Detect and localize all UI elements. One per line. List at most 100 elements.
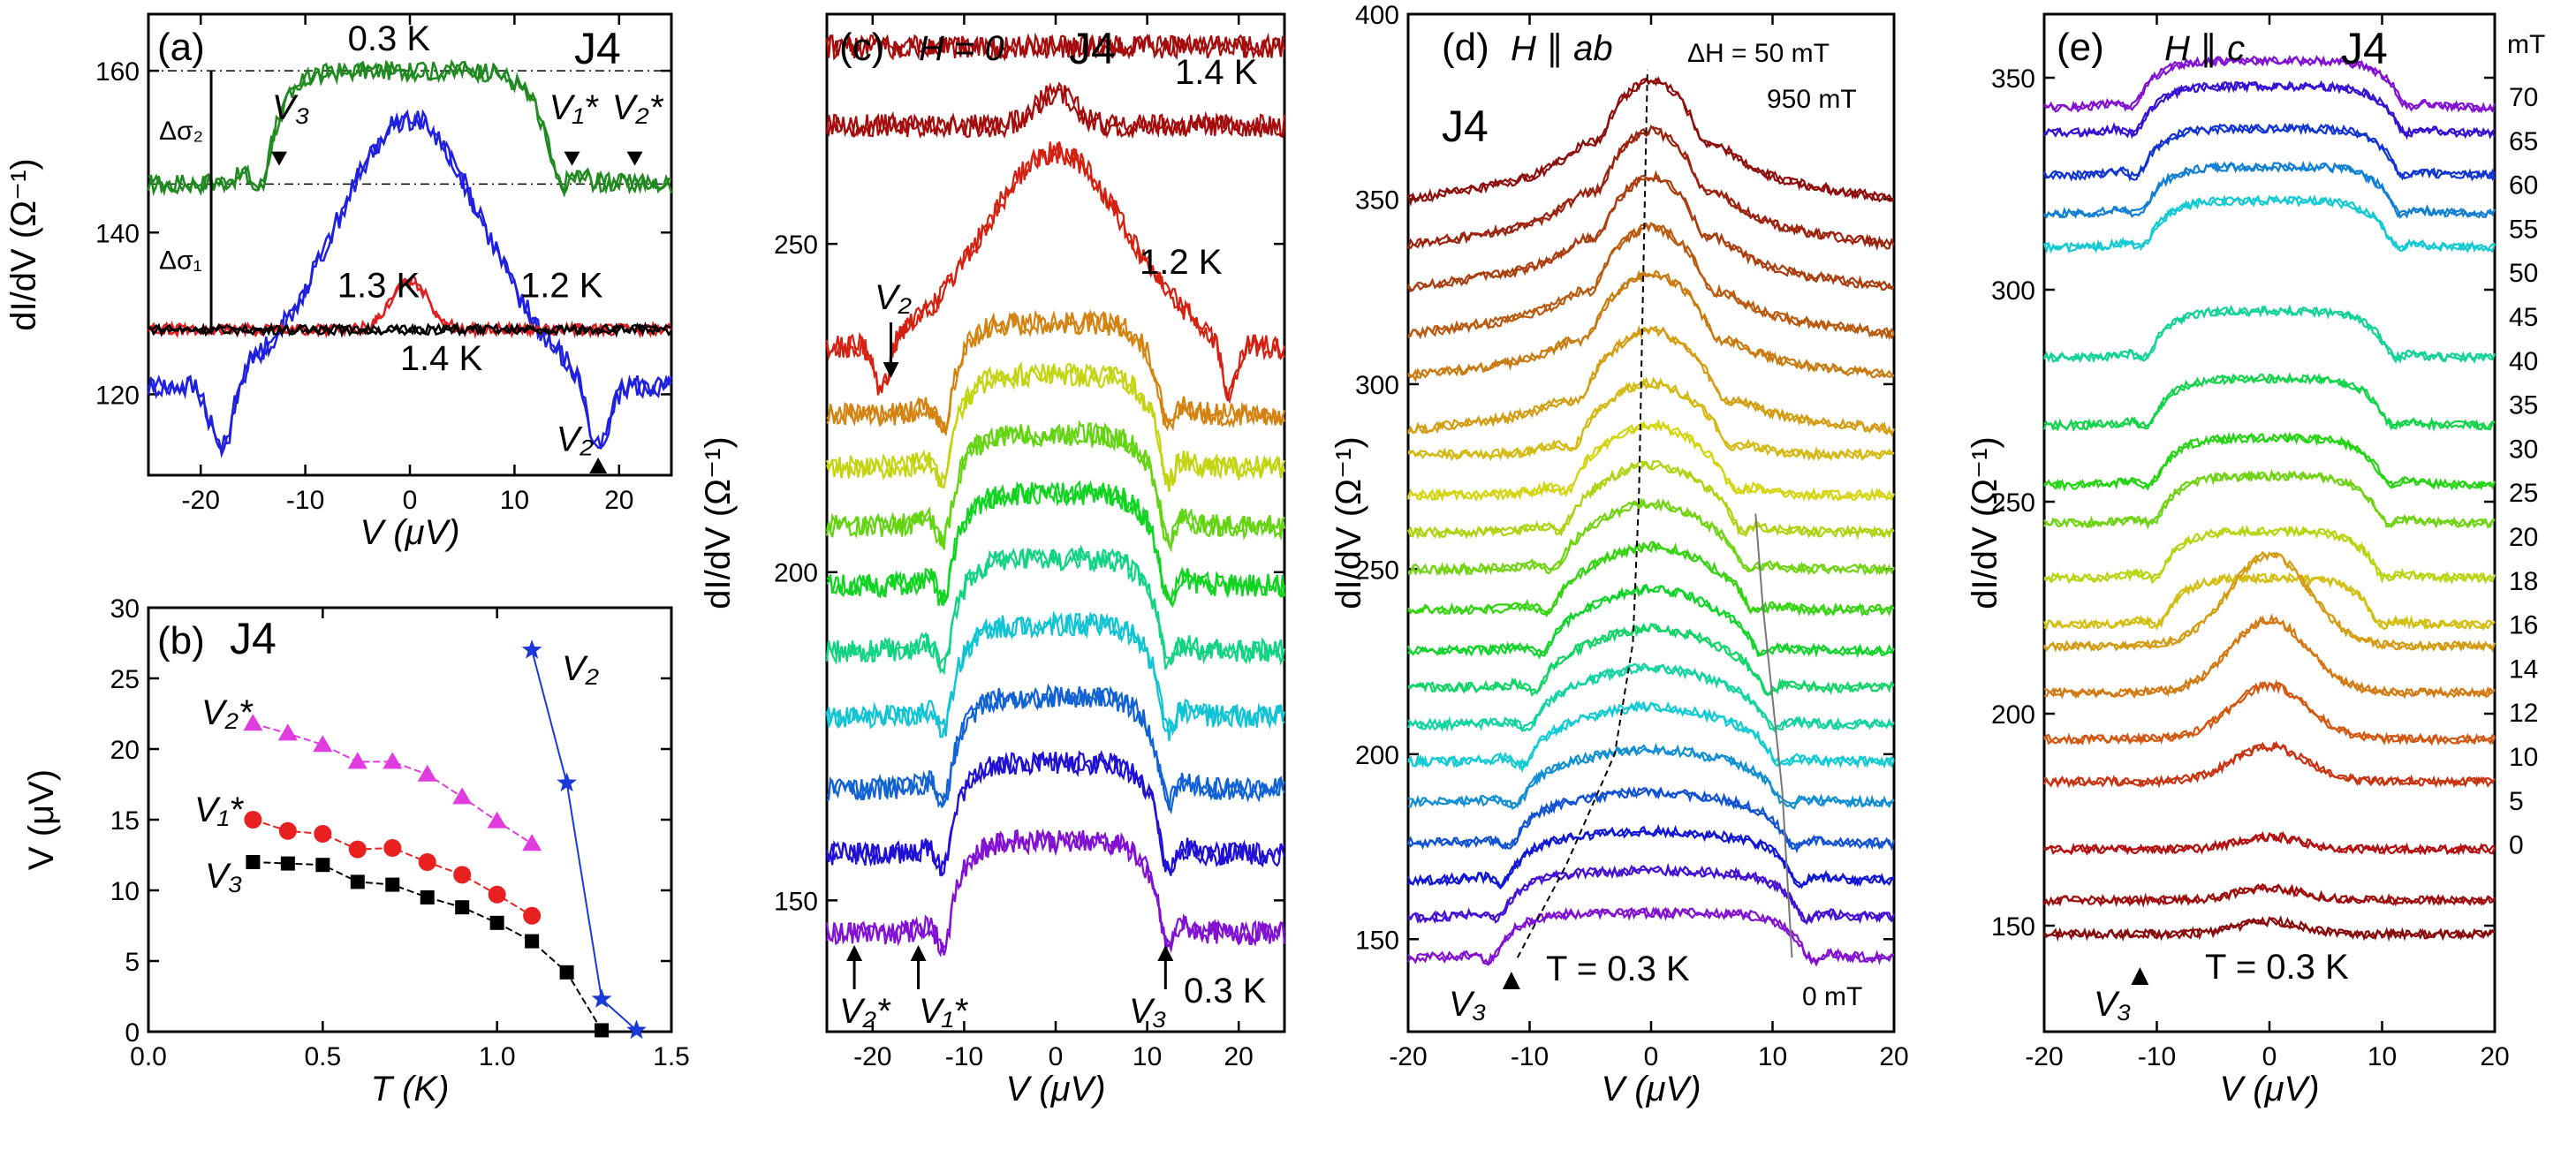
c-v2star-label: V₂* bbox=[839, 992, 891, 1031]
b-xtick-label: 0.0 bbox=[130, 1042, 167, 1071]
a-xtick-label: -10 bbox=[286, 486, 324, 515]
a-marker-down-triangle bbox=[271, 151, 287, 166]
d-spectrum-line bbox=[1407, 497, 1895, 577]
b-ytick-label: 30 bbox=[110, 594, 140, 624]
d-spectrum-line bbox=[1407, 622, 1895, 697]
a-delta-sigma-2: Δσ₂ bbox=[159, 117, 203, 146]
e-ytick-label: 200 bbox=[1991, 700, 2035, 730]
a-marker-down-triangle bbox=[626, 151, 643, 166]
e-ytick-label: 250 bbox=[1991, 488, 2035, 518]
c-label-mid: 1.2 K bbox=[1140, 243, 1223, 282]
a-series-label: 1.3 K bbox=[337, 267, 420, 306]
a-ytick-label: 140 bbox=[95, 219, 140, 248]
d-spectrum-line bbox=[1407, 170, 1895, 291]
e-spectrum-line bbox=[2043, 304, 2496, 365]
d-step-label: ΔH = 50 mT bbox=[1687, 39, 1830, 68]
b-point-square bbox=[246, 855, 261, 869]
c-xtick-label: 0 bbox=[1049, 1042, 1064, 1071]
d-axes-frame bbox=[1406, 12, 1896, 1033]
b-series-label: V₂* bbox=[201, 693, 254, 732]
d-spectrum-line bbox=[1407, 742, 1895, 811]
a-axes-frame bbox=[147, 12, 673, 477]
d-spectrum-line bbox=[1407, 623, 1895, 698]
e-spectrum-line bbox=[2043, 54, 2496, 114]
b-point-star bbox=[557, 772, 577, 792]
d-spectrum-line bbox=[1407, 271, 1895, 383]
d-bottom-label: 0 mT bbox=[1802, 982, 1862, 1011]
e-spectrum-line bbox=[2042, 372, 2496, 432]
e-field-value-label: 20 bbox=[2509, 523, 2538, 552]
c-field: H = 0 bbox=[919, 29, 1004, 68]
c-v2-arrowhead bbox=[883, 362, 899, 378]
b-series-label: V₂ bbox=[562, 649, 599, 688]
a-series-line bbox=[147, 59, 672, 198]
e-xtick-label: 10 bbox=[2368, 1042, 2397, 1071]
c-xtick-label: 20 bbox=[1224, 1042, 1254, 1071]
e-spectrum-line bbox=[2042, 193, 2496, 254]
a-marker-down-triangle bbox=[564, 151, 580, 166]
d-spectrum-line bbox=[1407, 541, 1895, 618]
d-spectrum-line bbox=[1407, 823, 1895, 890]
c-panel-label: (c) bbox=[839, 26, 884, 69]
e-spectrum-line bbox=[2042, 741, 2496, 789]
e-v3-marker bbox=[2131, 967, 2149, 985]
b-point-triangle bbox=[487, 811, 507, 829]
e-field-value-label: 45 bbox=[2509, 303, 2538, 332]
d-spectrum-line bbox=[1406, 77, 1895, 207]
b-series-line bbox=[253, 861, 602, 1031]
c-spectrum-line bbox=[825, 361, 1286, 492]
c-label-top: 1.4 K bbox=[1175, 53, 1258, 92]
b-point-square bbox=[489, 915, 504, 930]
b-ytick-label: 10 bbox=[110, 877, 140, 906]
b-point-square bbox=[420, 890, 435, 904]
c-v2star-arrowhead bbox=[846, 945, 863, 961]
b-point-star bbox=[591, 988, 612, 1008]
a-ytick-label: 160 bbox=[95, 57, 140, 87]
b-xtick-label: 1.5 bbox=[653, 1042, 690, 1071]
b-tag: J4 bbox=[230, 614, 277, 663]
c-spectrum-line bbox=[825, 829, 1286, 957]
b-point-star bbox=[521, 639, 542, 659]
e-field-value-label: 40 bbox=[2509, 347, 2538, 376]
e-xlabel: V (μV) bbox=[2219, 1070, 2319, 1109]
c-spectrum-line bbox=[826, 683, 1286, 811]
a-v2-label: V₂ bbox=[557, 420, 594, 459]
e-unit-label: mT bbox=[2507, 30, 2545, 59]
c-spectrum-line bbox=[825, 32, 1285, 62]
c-ytick-label: 250 bbox=[774, 231, 818, 260]
e-ytick-label: 150 bbox=[1991, 912, 2035, 942]
d-spectrum-line bbox=[1407, 786, 1895, 851]
e-ytick-label: 350 bbox=[1991, 64, 2035, 94]
d-ytick-label: 350 bbox=[1355, 185, 1399, 215]
a-series-label: 1.2 K bbox=[520, 267, 603, 306]
e-field-value-label: 25 bbox=[2509, 479, 2538, 508]
d-spectrum-line bbox=[1407, 497, 1895, 577]
d-ylabel: dI/dV (Ω⁻¹) bbox=[1330, 436, 1368, 609]
e-ytick-label: 300 bbox=[1991, 276, 2035, 306]
e-field-value-label: 30 bbox=[2509, 435, 2538, 464]
e-tag: J4 bbox=[2341, 24, 2388, 73]
b-point-circle bbox=[488, 885, 506, 904]
c-spectrum-line bbox=[825, 544, 1286, 670]
c-spectrum-line bbox=[825, 610, 1286, 738]
b-xtick-label: 1.0 bbox=[479, 1042, 516, 1071]
b-point-triangle bbox=[277, 723, 298, 741]
e-spectrum-line bbox=[2043, 469, 2495, 529]
b-xtick-label: 0.5 bbox=[304, 1042, 341, 1071]
c-v1star-label: V₁* bbox=[919, 992, 968, 1031]
b-point-circle bbox=[523, 906, 542, 925]
d-spectrum-line bbox=[1407, 324, 1896, 437]
d-ytick-label: 150 bbox=[1355, 926, 1399, 955]
e-spectrum-line bbox=[2043, 830, 2496, 856]
b-series-label: V₁* bbox=[194, 791, 244, 829]
e-xtick-label: -20 bbox=[2025, 1042, 2063, 1071]
c-spectrum-line bbox=[826, 308, 1286, 437]
e-spectrum-line bbox=[2043, 431, 2496, 492]
b-point-triangle bbox=[243, 714, 263, 731]
c-tag: J4 bbox=[1069, 24, 1116, 73]
e-field-value-label: 18 bbox=[2509, 567, 2538, 596]
c-v3-label: V₃ bbox=[1129, 992, 1167, 1031]
d-xlabel: V (μV) bbox=[1601, 1070, 1701, 1109]
b-point-square bbox=[559, 965, 574, 980]
